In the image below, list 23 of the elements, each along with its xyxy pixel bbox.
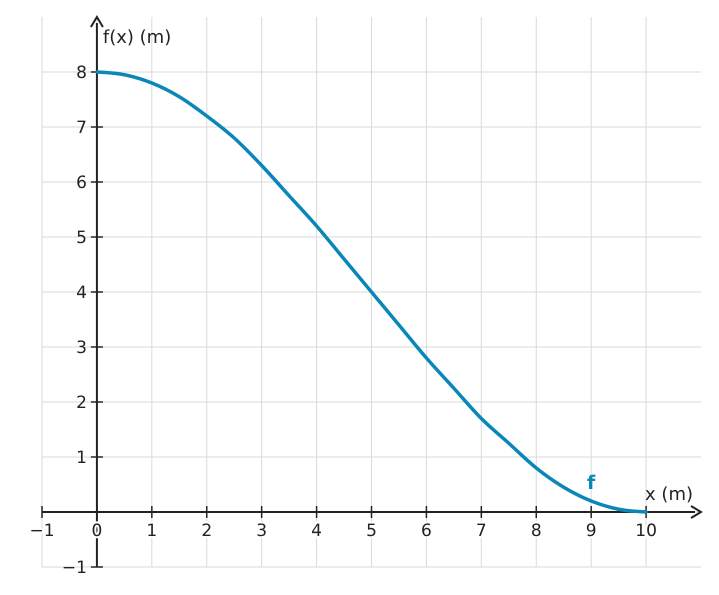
x-tick-label: 1 (146, 521, 158, 541)
y-tick-label: 5 (76, 228, 87, 248)
x-tick-label: 5 (366, 521, 377, 541)
x-tick-label: 3 (256, 521, 268, 541)
x-tick-label: 6 (421, 521, 432, 541)
y-tick-label: 4 (76, 282, 87, 303)
y-tick-label: 3 (76, 338, 87, 358)
y-tick-label: 8 (76, 62, 87, 83)
x-tick-label: 4 (311, 521, 322, 541)
series-label: f (587, 472, 596, 494)
y-tick-label: 2 (76, 392, 87, 413)
x-tick-label: 9 (586, 521, 597, 541)
x-tick-label: −1 (29, 521, 55, 541)
y-tick-label: 6 (76, 172, 87, 193)
x-tick-label: 10 (635, 521, 657, 541)
x-tick-label: 2 (201, 521, 212, 541)
x-tick-label: 8 (530, 521, 542, 541)
x-tick-label: 7 (476, 521, 487, 541)
x-axis-title: x (m) (645, 484, 693, 505)
y-axis-title: f(x) (m) (102, 27, 172, 48)
y-tick-label: 1 (76, 448, 87, 468)
y-tick-label: 7 (76, 118, 87, 138)
y-tick-label: −1 (62, 558, 87, 578)
